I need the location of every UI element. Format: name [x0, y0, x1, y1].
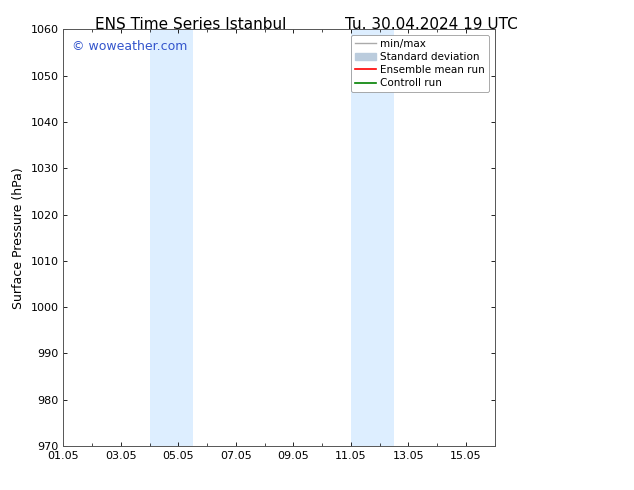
Bar [351, 29, 394, 446]
Bar [150, 29, 193, 446]
Text: Tu. 30.04.2024 19 UTC: Tu. 30.04.2024 19 UTC [345, 17, 517, 32]
Text: © woweather.com: © woweather.com [72, 40, 188, 53]
Y-axis label: Surface Pressure (hPa): Surface Pressure (hPa) [12, 167, 25, 309]
Text: ENS Time Series Istanbul: ENS Time Series Istanbul [94, 17, 286, 32]
Legend: min/max, Standard deviation, Ensemble mean run, Controll run: min/max, Standard deviation, Ensemble me… [351, 35, 489, 92]
